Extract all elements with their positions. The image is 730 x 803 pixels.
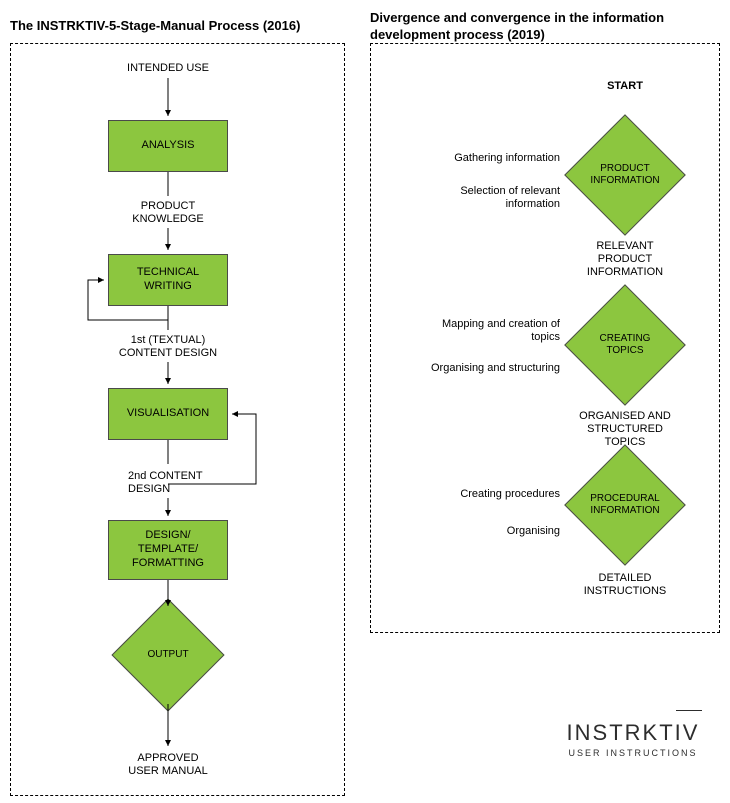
organising1-label: Organising and structuring [380,362,560,375]
output-diamond: OUTPUT [128,615,208,695]
analysis-label: ANALYSIS [142,139,195,153]
visualisation-box: VISUALISATION [108,388,228,440]
gathering-label: Gathering information [380,152,560,165]
output-label: OUTPUT [128,615,208,695]
design-template-box: DESIGN/ TEMPLATE/ FORMATTING [108,520,228,580]
approved-label: APPROVED USER MANUAL [108,752,228,778]
relevant-label: RELEVANT PRODUCT INFORMATION [565,240,685,280]
second-content-label: 2nd CONTENT DESIGN [128,470,248,496]
technical-writing-box: TECHNICAL WRITING [108,254,228,306]
detailed-label: DETAILED INSTRUCTIONS [565,572,685,598]
product-knowledge-label: PRODUCT KNOWLEDGE [108,200,228,226]
product-info-diamond: PRODUCT INFORMATION [582,132,668,218]
logo-brand: INSTRKTIV [558,720,708,746]
design-template-label: DESIGN/ TEMPLATE/ FORMATTING [132,529,204,570]
logo-tag: USER INSTRUCTIONS [558,748,708,758]
first-content-label: 1st (TEXTUAL) CONTENT DESIGN [108,334,228,360]
technical-writing-label: TECHNICAL WRITING [137,266,199,294]
creating-topics-diamond: CREATING TOPICS [582,302,668,388]
left-title: The INSTRKTIV-5-Stage-Manual Process (20… [10,18,350,35]
mapping-label: Mapping and creation of topics [380,318,560,344]
visualisation-label: VISUALISATION [127,407,209,421]
product-info-label: PRODUCT INFORMATION [582,132,668,218]
selection-label: Selection of relevant information [380,185,560,211]
right-title: Divergence and convergence in the inform… [370,10,720,44]
analysis-box: ANALYSIS [108,120,228,172]
intended-use-label: INTENDED USE [108,62,228,75]
creating-topics-label: CREATING TOPICS [582,302,668,388]
creating-proc-label: Creating procedures [380,488,560,501]
procedural-info-diamond: PROCEDURAL INFORMATION [582,462,668,548]
procedural-info-label: PROCEDURAL INFORMATION [582,462,668,548]
instrktiv-logo: INSTRKTIV USER INSTRUCTIONS [558,720,708,758]
organising2-label: Organising [380,525,560,538]
start-label: START [575,80,675,93]
